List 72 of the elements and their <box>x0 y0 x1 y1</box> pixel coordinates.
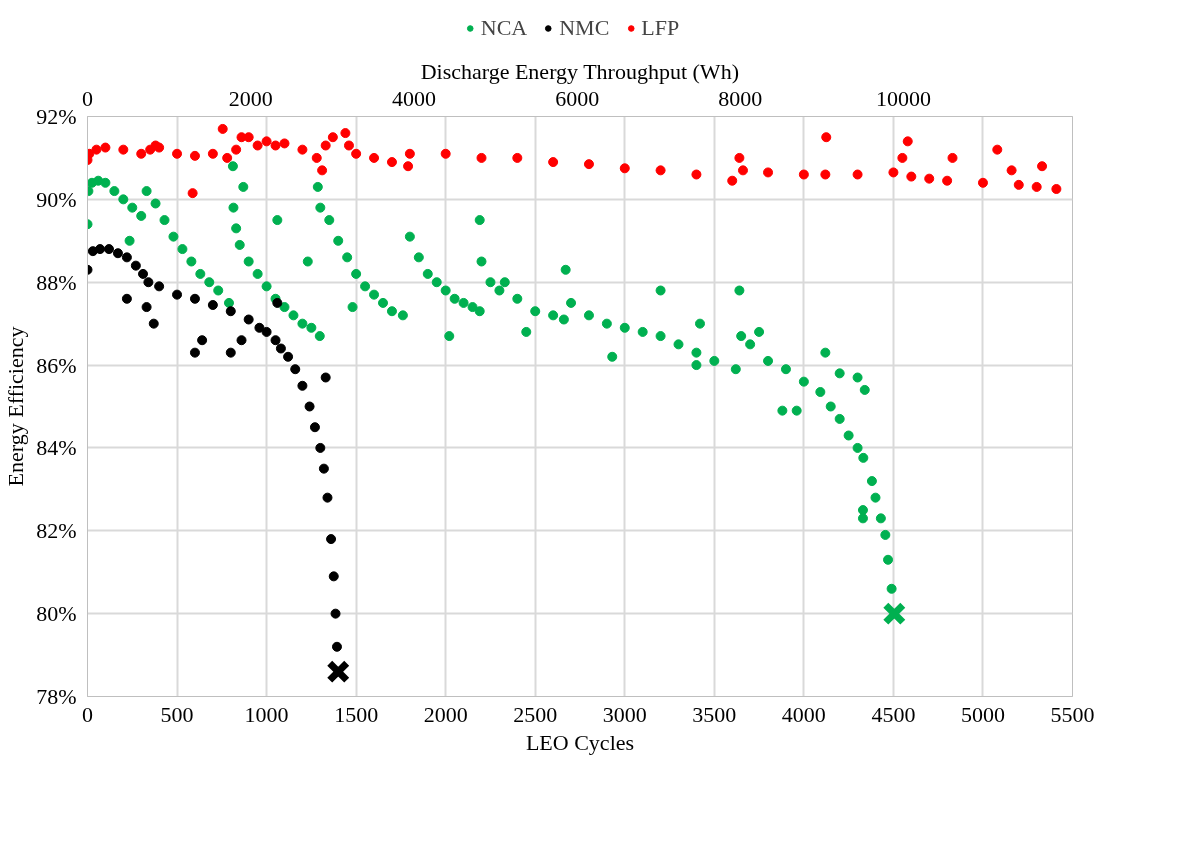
point <box>326 659 351 684</box>
point <box>121 252 132 263</box>
y-tick-label: 80% <box>36 601 77 627</box>
point <box>272 297 283 308</box>
x-tick-label: 3000 <box>602 701 647 727</box>
point <box>95 244 106 255</box>
y-tick-label: 86% <box>36 352 77 378</box>
point <box>283 351 294 362</box>
point <box>261 326 272 337</box>
point <box>297 380 308 391</box>
x-axis-title: LEO Cycles <box>525 729 635 755</box>
x-tick-label: 1000 <box>244 701 289 727</box>
x2-tick-label: 4000 <box>391 85 436 111</box>
point <box>243 314 254 325</box>
point <box>141 302 152 313</box>
x2-tick-label: 2000 <box>228 85 273 111</box>
point <box>331 641 342 652</box>
point <box>882 601 907 626</box>
point <box>322 492 333 503</box>
legend-label: NMC <box>559 14 610 41</box>
legend-label: LFP <box>641 14 680 41</box>
point <box>207 300 218 310</box>
point <box>189 347 200 358</box>
x2-tick-label: 6000 <box>555 85 600 111</box>
y-tick-label: 92% <box>36 104 77 129</box>
x-tick-label: 5000 <box>960 701 1005 727</box>
point <box>318 463 329 474</box>
point <box>270 335 281 346</box>
point <box>326 534 337 545</box>
x-tick-label: 1500 <box>334 701 379 727</box>
point <box>154 281 165 292</box>
x2-axis-title: Discharge Energy Throughput (Wh) <box>420 58 739 84</box>
legend-label: NCA <box>480 14 528 41</box>
x-tick-label: 3500 <box>692 701 737 727</box>
point <box>225 306 236 317</box>
y-axis-title: Energy Efficiency <box>3 326 29 487</box>
y-tick-label: 90% <box>36 186 77 212</box>
y-tick-label: 88% <box>36 269 77 295</box>
point <box>138 268 149 279</box>
point <box>130 260 141 271</box>
y-tick-label: 78% <box>36 684 77 709</box>
point <box>330 608 341 619</box>
point <box>254 322 265 333</box>
point <box>143 277 154 288</box>
y-tick-label: 84% <box>36 435 77 461</box>
y-tick-label: 82% <box>36 518 77 544</box>
x-tick-label: 2500 <box>513 701 558 727</box>
point <box>225 347 236 358</box>
point <box>189 293 200 304</box>
x-tick-label: 2000 <box>423 701 468 727</box>
point <box>304 401 315 412</box>
point <box>236 335 247 346</box>
point <box>172 289 183 300</box>
x-tick-label: 500 <box>160 701 194 727</box>
point <box>197 335 208 346</box>
point <box>148 318 159 329</box>
point <box>315 442 326 453</box>
point <box>328 571 339 582</box>
x2-tick-label: 8000 <box>718 85 763 111</box>
x-tick-label: 5500 <box>1050 701 1095 727</box>
x-tick-label: 0 <box>82 701 93 727</box>
point <box>121 293 132 304</box>
point <box>275 343 286 354</box>
point <box>309 422 320 433</box>
point <box>320 372 331 383</box>
point <box>112 248 123 259</box>
x2-tick-label: 10000 <box>876 85 932 111</box>
x2-tick-label: 0 <box>82 85 93 111</box>
x-tick-label: 4000 <box>781 701 826 727</box>
point <box>290 364 301 375</box>
x-tick-label: 4500 <box>871 701 916 727</box>
point <box>103 244 114 255</box>
